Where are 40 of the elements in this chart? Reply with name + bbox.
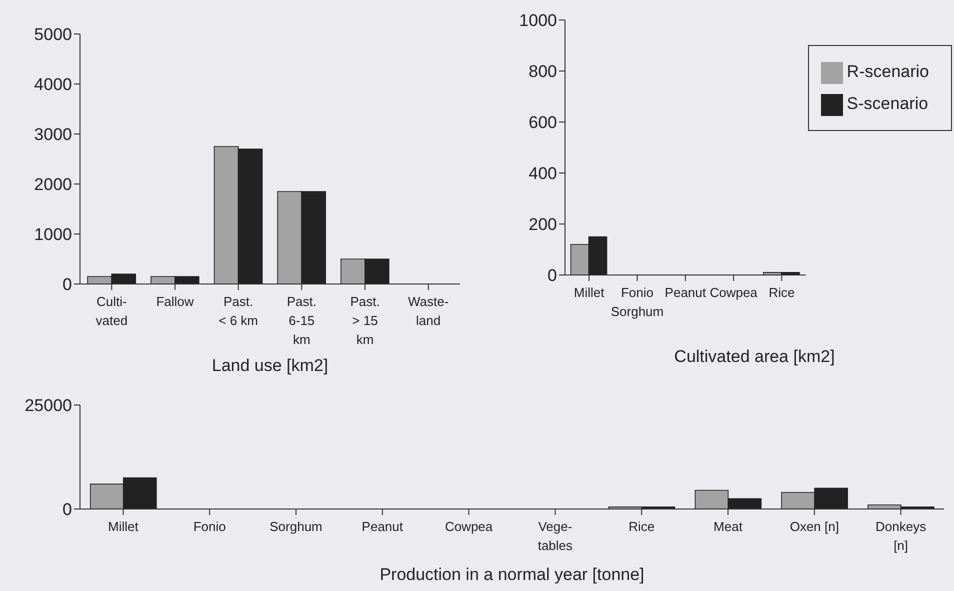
x-tick-label: Past. > 15 km [350,294,380,347]
x-tick-label: Rice [768,285,795,300]
y-tick-label: 1000 [519,11,557,30]
legend-label: S-scenario [846,94,928,113]
x-tick-label: Culti- vated [96,294,128,328]
x-tick-label: Peanut [362,519,404,534]
y-tick-label: 0 [548,266,557,286]
x-tick-label: Sorghum [270,519,322,534]
y-tick-label: 4000 [34,75,72,94]
x-tick-label: Vege- tables [538,519,574,553]
x-tick-label: Fonio Sorghum [610,285,664,319]
y-tick-label: 3000 [34,125,72,144]
x-tick-label: Rice [628,519,655,534]
x-tick-label: Oxen [n] [790,519,839,534]
y-tick-label: 0 [62,275,72,294]
x-axis-title: Cultivated area [km2] [673,347,836,367]
x-tick-label: Fallow [156,294,194,309]
x-tick-label: Peanut [664,285,706,300]
y-tick-label: 200 [528,215,557,234]
x-axis-title: Land use [km2] [210,356,330,376]
y-tick-label: 0 [62,500,72,520]
legend-label: R-scenario [846,62,929,81]
y-tick-label: 5000 [34,25,72,44]
x-tick-label: Cowpea [444,519,494,534]
y-tick-label: 800 [528,62,557,82]
x-axis-title: Production in a normal year [tonne] [378,565,646,585]
y-tick-label: 600 [528,113,557,132]
y-tick-label: 2000 [34,175,72,194]
y-tick-label: 25000 [24,396,72,416]
x-tick-label: Fonio [193,519,226,534]
x-tick-label: Past. 6-15 km [286,294,316,347]
y-tick-label: 400 [528,164,557,184]
x-tick-label: Meat [714,519,743,534]
x-tick-label: Millet [574,285,605,300]
x-tick-label: Donkeys [n] [876,519,927,553]
x-tick-label: Cowpea [710,285,758,300]
x-tick-label: Waste- land [408,294,449,328]
y-tick-label: 1000 [34,225,72,244]
x-tick-label: Past. < 6 km [218,294,258,328]
x-tick-label: Millet [108,519,139,534]
